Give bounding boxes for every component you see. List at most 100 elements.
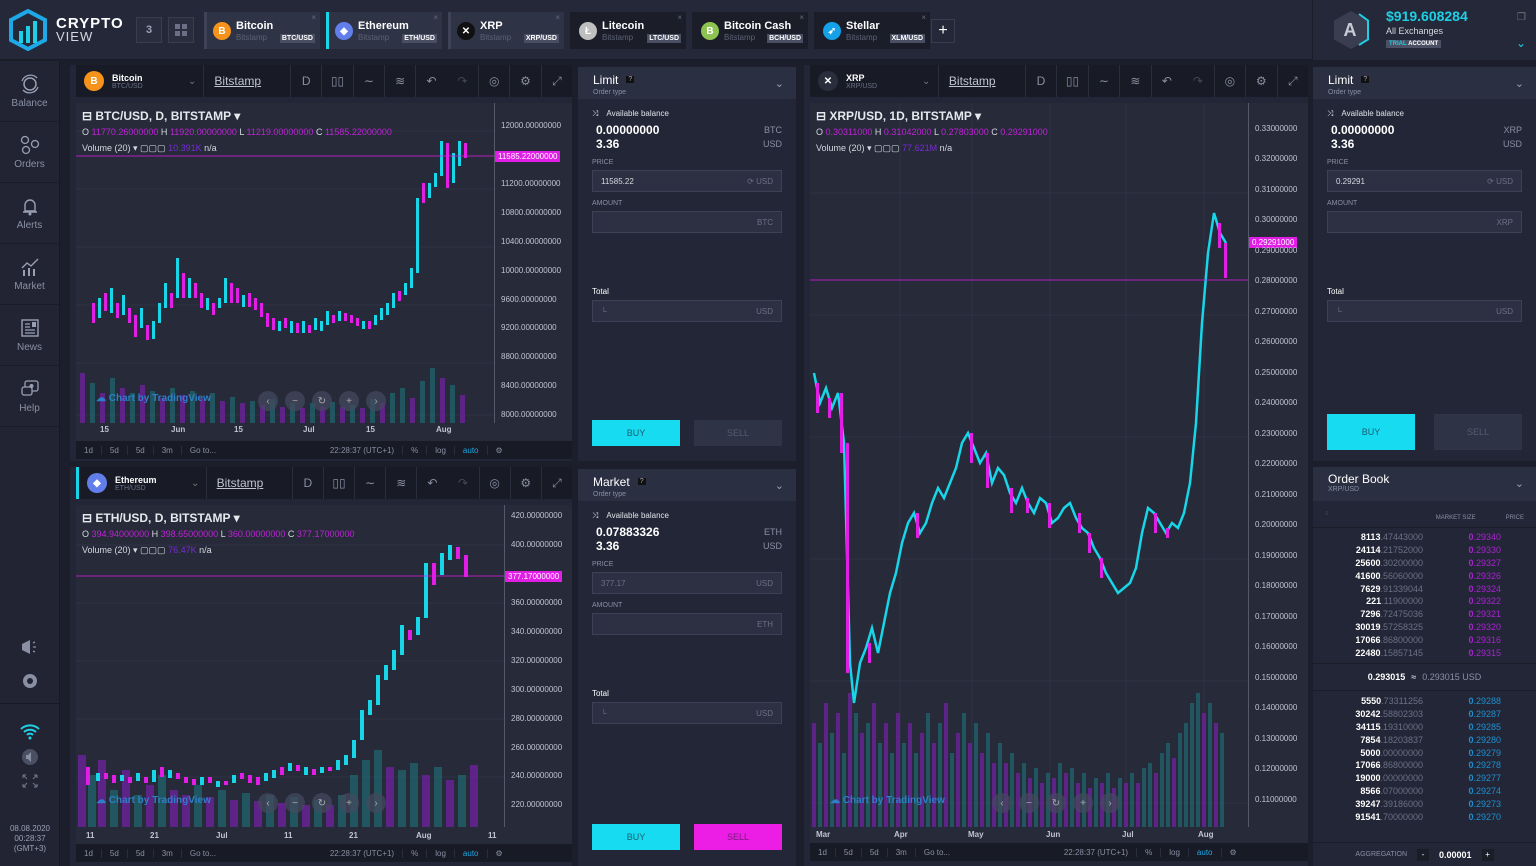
expand-icon[interactable]: ⤢	[1276, 65, 1308, 97]
range-1d[interactable]: 1d	[810, 847, 836, 857]
bid-row[interactable]: 91541.70000000 0.29270	[1355, 811, 1501, 822]
range-5d-2[interactable]: 5d	[128, 848, 154, 858]
close-icon[interactable]: ×	[433, 13, 438, 22]
zoom-out-icon[interactable]: −	[1019, 793, 1039, 813]
sell-button[interactable]: SELL	[694, 824, 782, 850]
time-axis[interactable]: 11 21 Jul 11 21 Aug 11	[86, 831, 497, 840]
ask-row[interactable]: 7629.91339044 0.29324	[1360, 583, 1501, 594]
camera-icon[interactable]: ◎	[478, 65, 509, 97]
redo-icon[interactable]: ↷	[457, 74, 468, 88]
goto-button[interactable]: Go to...	[923, 847, 951, 857]
sell-button[interactable]: SELL	[694, 420, 782, 446]
auto-toggle[interactable]: auto	[455, 848, 488, 858]
indicators-icon[interactable]: ≋	[1119, 65, 1150, 97]
log-toggle[interactable]: log	[427, 848, 455, 858]
scroll-left-icon[interactable]: ‹	[258, 391, 278, 411]
time-axis[interactable]: 15 Jun 15 Jul 15 Aug	[100, 425, 452, 434]
ask-row[interactable]: 17066.86800000 0.29316	[1355, 634, 1501, 645]
interval-button[interactable]: D	[289, 65, 321, 97]
undo-icon[interactable]: ↶	[415, 65, 446, 97]
range-5d[interactable]: 5d	[102, 445, 128, 455]
coin-selector[interactable]: B Bitcoin BTC/USD ⌄	[76, 65, 203, 97]
exchange-link[interactable]: Bitstamp	[203, 65, 290, 97]
close-icon[interactable]: ×	[799, 13, 804, 22]
range-5d[interactable]: 5d	[836, 847, 862, 857]
settings-gear-icon[interactable]: ⚙	[1245, 65, 1276, 97]
ask-row[interactable]: 30019.57258325 0.29320	[1355, 621, 1501, 632]
total-input[interactable]: └ USD	[592, 702, 782, 724]
log-toggle[interactable]: log	[1161, 847, 1189, 857]
bid-row[interactable]: 17066.86800000 0.29278	[1355, 760, 1501, 771]
tab-xrp[interactable]: ✕ XRP Bitstamp XRP/USD ×	[448, 12, 564, 49]
line-chart-icon[interactable]: ∼	[354, 467, 385, 499]
percent-toggle[interactable]: %	[403, 848, 428, 858]
line-chart-icon[interactable]: ∼	[1087, 65, 1119, 97]
chevron-down-icon[interactable]: ⌄	[1515, 36, 1526, 50]
range-5d-2[interactable]: 5d	[128, 445, 154, 455]
range-3m[interactable]: 3m	[888, 847, 916, 857]
ask-row[interactable]: 22480.15857145 0.29315	[1355, 647, 1501, 658]
range-5d[interactable]: 5d	[102, 848, 128, 858]
gear-icon[interactable]: ⚙	[495, 445, 503, 455]
tradingview-brand[interactable]: ☁ Chart by TradingView	[830, 795, 945, 806]
app-logo[interactable]: CRYPTO VIEW	[8, 8, 128, 52]
interval-button[interactable]: D	[291, 467, 323, 499]
line-chart-icon[interactable]: ∼	[352, 65, 384, 97]
coin-selector[interactable]: ✕ XRP XRP/USD ⌄	[810, 65, 938, 97]
candles-icon[interactable]: ▯▯	[1056, 65, 1087, 97]
help-icon[interactable]: ?	[637, 478, 646, 486]
gear-icon[interactable]: ⚙	[495, 848, 503, 858]
expand-icon[interactable]: ⤢	[540, 467, 572, 499]
candles-icon[interactable]: ▯▯	[321, 65, 352, 97]
chart-symbol-title[interactable]: ⊟ BTC/USD, D, BITSTAMP ▾	[82, 109, 241, 123]
amount-input[interactable]: ETH	[592, 613, 782, 635]
range-3m[interactable]: 3m	[154, 445, 182, 455]
bid-row[interactable]: 8566.07000000 0.29274	[1360, 785, 1501, 796]
chart-symbol-title[interactable]: ⊟ XRP/USD, 1D, BITSTAMP ▾	[816, 109, 981, 123]
bid-row[interactable]: 19000.00000000 0.29277	[1355, 773, 1501, 784]
fullscreen-icon[interactable]	[18, 770, 42, 792]
account-panel[interactable]: A $919.608284 All Exchanges TRIAL ACCOUN…	[1312, 0, 1536, 60]
price-axis[interactable]: 12000.00000000 11585.22000000 11200.0000…	[494, 103, 572, 423]
expand-icon[interactable]: ⤢	[540, 65, 572, 97]
close-icon[interactable]: ×	[555, 13, 560, 22]
sound-icon[interactable]	[18, 746, 42, 768]
gear-icon[interactable]	[18, 670, 42, 692]
sell-button[interactable]: SELL	[1434, 414, 1522, 450]
reset-icon[interactable]: ↻	[312, 391, 332, 411]
ask-row[interactable]: 8113.47443000 0.29340	[1360, 532, 1501, 543]
camera-icon[interactable]: ◎	[478, 467, 510, 499]
close-icon[interactable]: ×	[677, 13, 682, 22]
range-1d[interactable]: 1d	[76, 848, 102, 858]
layout-count-button[interactable]: 3	[136, 17, 162, 43]
indicators-icon[interactable]: ≋	[385, 467, 416, 499]
exchange-link[interactable]: Bitstamp	[205, 467, 292, 499]
sidebar-item-balance[interactable]: Balance	[0, 61, 59, 122]
percent-toggle[interactable]: %	[403, 445, 428, 455]
megaphone-icon[interactable]	[18, 636, 42, 658]
goto-button[interactable]: Go to...	[189, 848, 217, 858]
scroll-left-icon[interactable]: ‹	[992, 793, 1012, 813]
tab-bitcoin[interactable]: B Bitcoin Bitstamp BTC/USD ×	[204, 12, 320, 49]
aggregation-decrease-button[interactable]: -	[1417, 848, 1430, 861]
ask-row[interactable]: 7296.72475036 0.29321	[1360, 609, 1501, 620]
gear-icon[interactable]: ⚙	[1229, 847, 1237, 857]
camera-icon[interactable]: ◎	[1213, 65, 1245, 97]
time-axis[interactable]: Mar Apr May Jun Jul Aug	[816, 830, 1214, 839]
chart-symbol-title[interactable]: ⊟ ETH/USD, D, BITSTAMP ▾	[82, 511, 240, 525]
reset-icon[interactable]: ↻	[312, 793, 332, 813]
amount-input[interactable]: XRP	[1327, 211, 1522, 233]
ask-row[interactable]: 25600.30200000 0.29327	[1355, 557, 1501, 568]
bid-row[interactable]: 5000.00000000 0.29279	[1360, 747, 1501, 758]
percent-toggle[interactable]: %	[1137, 847, 1162, 857]
tab-bitcoin-cash[interactable]: B Bitcoin Cash Bitstamp BCH/USD ×	[692, 12, 808, 49]
range-3m[interactable]: 3m	[154, 848, 182, 858]
indicators-icon[interactable]: ≋	[384, 65, 415, 97]
add-tab-button[interactable]: +	[931, 19, 955, 43]
bid-row[interactable]: 39247.39186000 0.29273	[1355, 798, 1501, 809]
settings-gear-icon[interactable]: ⚙	[509, 467, 541, 499]
buy-button[interactable]: BUY	[592, 824, 680, 850]
order-type-selector[interactable]: Limit? Order type ⌄	[1313, 67, 1536, 99]
scroll-right-icon[interactable]: ›	[366, 391, 386, 411]
tab-stellar[interactable]: ➶ Stellar Bitstamp XLM/USD ×	[814, 12, 930, 49]
